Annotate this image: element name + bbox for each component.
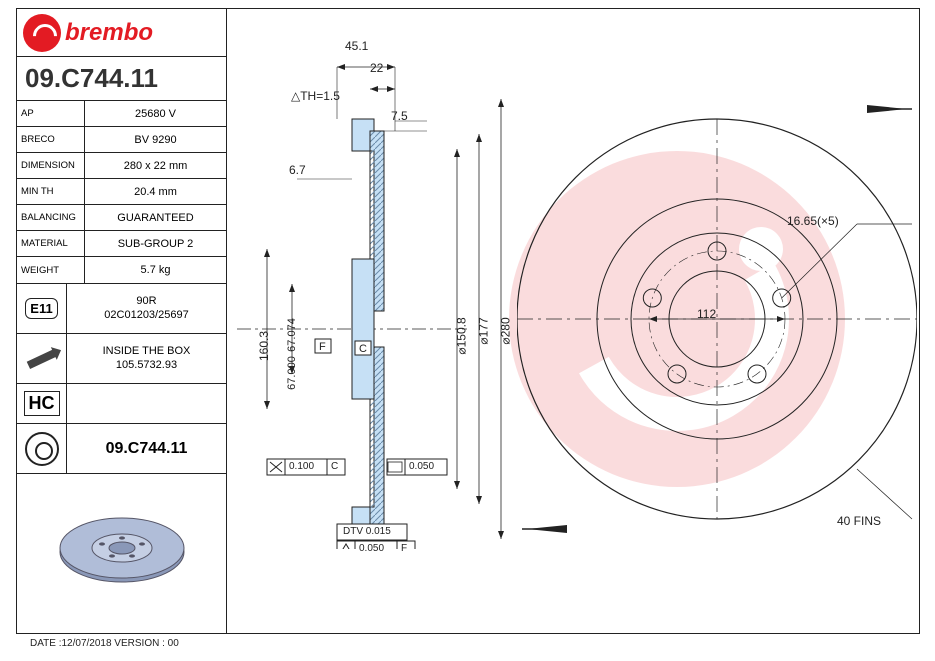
spec-label: WEIGHT xyxy=(17,257,85,283)
dim-thickness: 22 xyxy=(370,61,383,75)
screw-icon xyxy=(17,334,67,383)
spec-label: MATERIAL xyxy=(17,231,85,256)
product-render xyxy=(17,474,226,633)
spec-row: MATERIALSUB-GROUP 2 xyxy=(17,231,226,257)
part-number: 09.C744.11 xyxy=(17,57,226,101)
gdnt-flatness-c: 0.100 xyxy=(289,461,314,472)
linked-part-row: 09.C744.11 xyxy=(17,424,226,474)
spec-table: AP25680 V BRECOBV 9290 DIMENSION280 x 22… xyxy=(17,101,226,284)
spec-value: 5.7 kg xyxy=(85,257,226,283)
brembo-logo-icon xyxy=(23,14,61,52)
brand-name: brembo xyxy=(65,19,153,47)
hc-blank xyxy=(67,384,226,423)
dim-d2: ⌀177 xyxy=(477,317,491,344)
brand-row: brembo xyxy=(17,9,226,57)
dim-bore-nom: 67.000 xyxy=(286,356,298,390)
approval-line1: 90R xyxy=(136,295,156,308)
approval-line2: 02C01203/25697 xyxy=(104,309,188,322)
spec-row: DIMENSION280 x 22 mm xyxy=(17,153,226,179)
spec-label: MIN TH xyxy=(17,179,85,204)
spec-row: AP25680 V xyxy=(17,101,226,127)
disc-symbol-icon xyxy=(17,424,67,473)
datum-f: F xyxy=(319,341,326,353)
e-mark-icon: E11 xyxy=(17,284,67,333)
approval-text: 90R 02C01203/25697 xyxy=(67,284,226,333)
spec-label: AP xyxy=(17,101,85,126)
drawing-area: 45.1 22 △TH=1.5 7.5 6.7 160.3 67.074 67.… xyxy=(227,9,921,633)
box-contents-row: INSIDE THE BOX 105.5732.93 xyxy=(17,334,226,384)
box-line2: 105.5732.93 xyxy=(116,359,177,372)
spec-row: MIN TH20.4 mm xyxy=(17,179,226,205)
spec-label: BALANCING xyxy=(17,205,85,230)
title-block: brembo 09.C744.11 AP25680 V BRECOBV 9290… xyxy=(17,9,227,633)
gdnt-flatness-c-ref: C xyxy=(331,461,338,472)
dim-hat-depth: 6.7 xyxy=(289,163,306,177)
spec-value: GUARANTEED xyxy=(85,205,226,230)
dim-hat-width: 45.1 xyxy=(345,39,368,53)
datum-c: C xyxy=(359,343,367,355)
spec-value: BV 9290 xyxy=(85,127,226,152)
hc-icon: HC xyxy=(17,384,67,423)
drawing-frame: brembo 09.C744.11 AP25680 V BRECOBV 9290… xyxy=(16,8,920,634)
dim-d1: ⌀150.8 xyxy=(455,317,469,354)
spec-label: DIMENSION xyxy=(17,153,85,178)
front-view xyxy=(517,99,917,539)
dim-bore-max: 67.074 xyxy=(286,318,298,352)
spec-value: 25680 V xyxy=(85,101,226,126)
fins-label: 40 FINS xyxy=(837,514,881,528)
gdnt-050: 0.050 xyxy=(409,461,434,472)
brake-disc-render-icon xyxy=(47,504,197,604)
dim-pcd: 112 xyxy=(697,307,716,321)
dim-offset: 7.5 xyxy=(391,109,408,123)
dim-bolt-holes: 16.65(×5) xyxy=(787,214,839,228)
dim-d3: ⌀280 xyxy=(499,317,513,344)
dtv-label: DTV 0.015 xyxy=(343,526,391,537)
spec-label: BRECO xyxy=(17,127,85,152)
runout-ref: F xyxy=(401,543,407,554)
spec-row: WEIGHT5.7 kg xyxy=(17,257,226,283)
linked-part-number: 09.C744.11 xyxy=(67,424,226,473)
footer-date: DATE :12/07/2018 VERSION : 00 xyxy=(30,638,179,649)
box-line1: INSIDE THE BOX xyxy=(103,345,191,358)
hc-row: HC xyxy=(17,384,226,424)
spec-row: BRECOBV 9290 xyxy=(17,127,226,153)
spec-value: SUB-GROUP 2 xyxy=(85,231,226,256)
approval-row: E11 90R 02C01203/25697 xyxy=(17,284,226,334)
spec-row: BALANCINGGUARANTEED xyxy=(17,205,226,231)
box-text: INSIDE THE BOX 105.5732.93 xyxy=(67,334,226,383)
runout-val: 0.050 xyxy=(359,543,384,554)
dim-hat-height: 160.3 xyxy=(257,331,271,361)
dim-th-delta: △TH=1.5 xyxy=(291,89,340,103)
spec-value: 280 x 22 mm xyxy=(85,153,226,178)
spec-value: 20.4 mm xyxy=(85,179,226,204)
